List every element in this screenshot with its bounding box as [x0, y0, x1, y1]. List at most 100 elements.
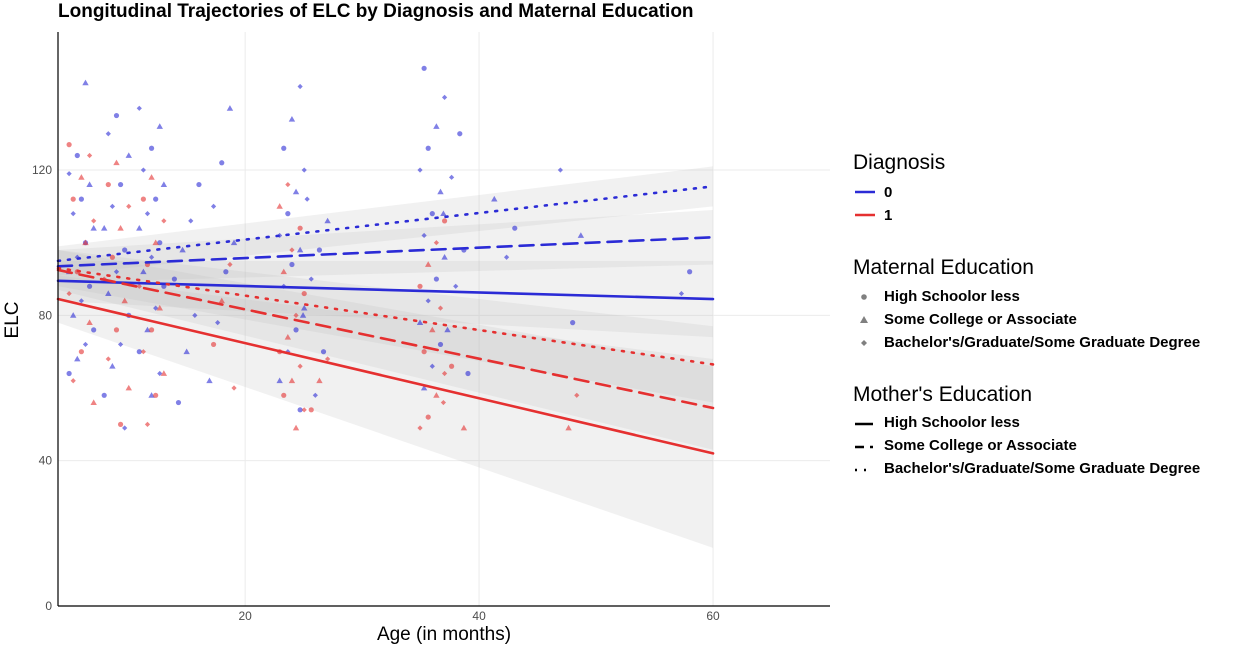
data-point-circle [196, 181, 202, 188]
data-point-triangle [160, 370, 168, 376]
data-point-circle [465, 370, 471, 377]
data-point-triangle [299, 312, 307, 318]
axis-ticks: 0 40 80 120 20 40 60 [32, 163, 720, 623]
legend-diagnosis-title: Diagnosis [853, 151, 945, 174]
data-point-circle [293, 327, 299, 333]
data-point-diamond [301, 167, 307, 173]
data-point-diamond [78, 298, 84, 304]
data-point-triangle [284, 333, 292, 340]
data-point-triangle [74, 355, 81, 362]
data-point-circle [78, 196, 84, 202]
data-point-diamond [70, 211, 76, 217]
data-point-circle [66, 370, 72, 377]
data-point-circle [91, 327, 97, 333]
data-point-circle [297, 407, 303, 413]
data-point-triangle [78, 174, 85, 180]
data-point-diamond [440, 399, 447, 406]
data-point-triangle [440, 210, 447, 217]
data-point-diamond [308, 276, 314, 282]
confidence-ribbon [58, 275, 714, 548]
legend-maternal-item-3-label: Bachelor's/Graduate/Some Graduate Degree [884, 334, 1200, 351]
confidence-ribbon [58, 249, 714, 403]
data-point-diamond [293, 312, 299, 318]
fit-lines [56, 185, 715, 455]
data-point-circle [512, 225, 518, 231]
data-point-triangle [125, 152, 132, 158]
data-point-triangle [121, 297, 128, 304]
data-point-triangle [148, 392, 155, 398]
data-point-triangle [90, 224, 97, 231]
data-point-diamond [105, 356, 111, 362]
data-point-triangle [156, 304, 163, 311]
data-point-triangle [117, 224, 124, 231]
data-point-diamond [188, 218, 194, 224]
data-point-circle [285, 211, 291, 217]
data-point-diamond [231, 385, 237, 391]
y-tick-label: 0 [45, 599, 52, 613]
x-tick-label: 60 [706, 609, 720, 623]
data-point-triangle [433, 123, 440, 129]
legend-triangle-icon [860, 316, 868, 323]
data-point-triangle [276, 203, 283, 209]
legend-maternal-item-1-label: High Schoolor less [884, 288, 1020, 305]
data-point-circle [117, 181, 124, 188]
plot-area [56, 32, 830, 607]
data-point-triangle [82, 239, 89, 246]
data-point-diamond [312, 392, 318, 398]
data-point-diamond [136, 105, 142, 111]
data-point-circle [687, 269, 693, 275]
data-point-triangle [109, 363, 116, 369]
data-point-diamond [74, 254, 80, 260]
data-point-triangle [429, 326, 436, 333]
data-point-circle [175, 399, 182, 406]
data-point-circle [74, 152, 80, 159]
data-point-circle [140, 196, 146, 202]
data-point-triangle [416, 319, 424, 326]
data-point-diamond [144, 211, 151, 217]
data-point-circle [281, 145, 287, 151]
fit-line-dx1-dotted [56, 266, 715, 366]
y-tick-label: 80 [39, 308, 53, 322]
data-point-triangle [276, 377, 283, 384]
legend-diagnosis-0-label: 0 [884, 184, 892, 201]
data-point-circle [223, 269, 229, 275]
data-point-diamond [297, 83, 303, 90]
data-point-diamond [140, 349, 146, 355]
data-point-triangle [288, 115, 296, 122]
data-point-diamond [453, 283, 459, 289]
data-point-triangle [82, 79, 89, 86]
data-point-circle [219, 160, 225, 166]
data-point-diamond [417, 425, 423, 431]
data-point-diamond [86, 152, 93, 159]
data-point-circle [70, 196, 76, 202]
legend-mothers-education: Mother's Education High Schoolor less So… [853, 383, 1200, 477]
data-point-triangle [288, 377, 296, 384]
data-point-diamond [140, 167, 146, 173]
data-point-diamond [109, 203, 115, 209]
data-point-diamond [574, 392, 580, 398]
data-point-triangle [292, 188, 300, 195]
data-point-circle [316, 247, 323, 253]
data-point-circle [109, 254, 115, 260]
confidence-ribbon [58, 166, 714, 276]
data-point-triangle [565, 424, 572, 431]
data-point-circle [301, 290, 307, 297]
data-point-diamond [66, 171, 72, 177]
x-tick-label: 20 [238, 609, 252, 623]
data-point-diamond [82, 341, 89, 348]
data-point-diamond [215, 320, 221, 326]
data-point-diamond [429, 363, 435, 369]
data-point-diamond [126, 203, 132, 209]
data-point-circle [320, 349, 327, 355]
data-point-circle [425, 145, 431, 151]
legend-mother-item-2-label: Some College or Associate [884, 437, 1077, 454]
legend-maternal-item-2-label: Some College or Associate [884, 311, 1077, 328]
x-axis-title: Age (in months) [377, 624, 511, 645]
data-point-circle [437, 341, 444, 348]
y-tick-label: 120 [32, 163, 52, 177]
data-point-diamond [285, 181, 291, 188]
data-point-diamond [417, 167, 423, 173]
data-point-triangle [206, 377, 213, 384]
data-point-triangle [226, 105, 234, 111]
data-point-diamond [325, 356, 331, 362]
